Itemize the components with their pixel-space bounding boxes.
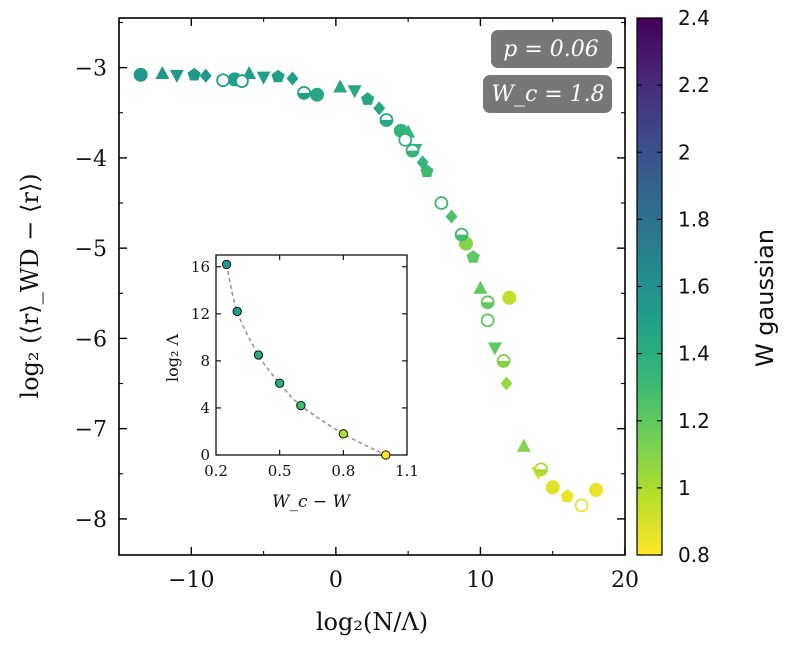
data-point-circle bbox=[545, 480, 560, 495]
colorbar-tick-labels: 2.4 2.2 2 1.8 1.6 1.4 1.2 1 0.8 bbox=[678, 6, 710, 567]
data-point-triangle-up bbox=[155, 65, 170, 79]
annotation-p-text: p = 0.06 bbox=[503, 37, 599, 62]
inset-data-point bbox=[275, 378, 285, 388]
inset-frame bbox=[215, 254, 408, 456]
data-point-diamond bbox=[445, 209, 458, 224]
inset-y-tick-label: 4 bbox=[200, 399, 210, 417]
inset-data-point bbox=[221, 259, 232, 270]
data-point-diamond bbox=[373, 101, 386, 116]
series-diamond bbox=[199, 68, 513, 391]
data-point-triangle-down bbox=[347, 85, 362, 99]
main-x-tick-label: 20 bbox=[611, 568, 639, 593]
inset-data-point bbox=[232, 306, 242, 317]
data-point-half-circle bbox=[480, 295, 495, 310]
annotation-wc: W_c = 1.8 bbox=[483, 75, 612, 113]
main-x-tick-label: 10 bbox=[466, 568, 494, 593]
data-point-open-circle bbox=[216, 73, 230, 88]
data-point-circle bbox=[133, 67, 148, 82]
main-y-tick-label: −6 bbox=[75, 327, 107, 352]
main-y-axis-title: log₂ (⟨r⟩_WD − ⟨r⟩) bbox=[16, 173, 44, 398]
data-point-half-circle bbox=[379, 113, 394, 127]
colorbar-tick-label: 1.8 bbox=[678, 207, 710, 231]
inset-y-tick-labels: 0 4 8 12 16 bbox=[191, 258, 210, 464]
colorbar-tick-label: 1.4 bbox=[678, 342, 710, 366]
colorbar-tick-label: 2.2 bbox=[678, 73, 710, 97]
colorbar-tick-label: 2 bbox=[678, 140, 691, 164]
data-point-open-circle bbox=[480, 313, 495, 328]
main-data-points bbox=[133, 65, 604, 513]
main-axis-ticks bbox=[118, 18, 626, 555]
data-point-open-circle bbox=[234, 74, 249, 89]
data-point-triangle-down bbox=[487, 342, 502, 356]
colorbar-tick-label: 2.4 bbox=[678, 6, 710, 30]
series-open-circle bbox=[216, 73, 589, 513]
data-point-open-circle bbox=[398, 132, 413, 147]
data-point-triangle-down bbox=[256, 71, 271, 85]
data-point-diamond bbox=[416, 155, 429, 170]
inset-y-tick-label: 0 bbox=[200, 446, 210, 464]
data-point-pentagon bbox=[466, 250, 480, 263]
inset-data-point bbox=[338, 429, 348, 439]
data-point-triangle-up bbox=[473, 280, 488, 294]
inset-y-axis-title: log₂ Λ bbox=[163, 334, 182, 382]
inset-y-tick-label: 12 bbox=[191, 305, 210, 323]
colorbar-ticks bbox=[637, 17, 662, 556]
colorbar-tick-label: 1.6 bbox=[678, 275, 710, 299]
inset-x-tick-label: 0.8 bbox=[331, 462, 355, 480]
data-point-diamond bbox=[500, 376, 513, 391]
series-circle bbox=[133, 67, 604, 498]
data-point-pentagon bbox=[187, 67, 201, 81]
data-point-triangle-up bbox=[516, 438, 531, 452]
inset-y-tick-label: 8 bbox=[200, 352, 210, 370]
inset-axis-ticks bbox=[215, 255, 408, 456]
data-point-open-circle bbox=[434, 196, 449, 210]
inset-y-tick-label: 16 bbox=[191, 258, 210, 276]
main-x-axis-title: log₂(N/Λ) bbox=[316, 608, 428, 636]
inset-data-point bbox=[296, 400, 306, 411]
data-point-circle bbox=[589, 483, 604, 498]
annotation-p: p = 0.06 bbox=[491, 30, 612, 68]
inset-x-tick-labels: 0.2 0.5 0.8 1.1 bbox=[204, 462, 419, 480]
data-point-triangle-up bbox=[333, 79, 348, 93]
main-y-tick-label: −7 bbox=[75, 418, 107, 443]
data-point-diamond bbox=[199, 68, 212, 83]
inset-x-tick-label: 1.1 bbox=[395, 462, 419, 480]
colorbar-tick-label: 0.8 bbox=[678, 543, 710, 567]
data-point-half-circle bbox=[405, 143, 420, 158]
data-point-pentagon bbox=[271, 69, 285, 83]
main-y-tick-label: −4 bbox=[75, 147, 107, 172]
main-plot-frame bbox=[118, 17, 626, 556]
series-half-circle bbox=[297, 86, 549, 477]
data-point-circle bbox=[310, 87, 325, 102]
main-y-tick-label: −3 bbox=[75, 57, 107, 82]
data-point-circle bbox=[502, 290, 517, 305]
colorbar-tick-label: 1 bbox=[678, 476, 691, 500]
inset-data-points bbox=[221, 259, 391, 460]
data-point-triangle-down bbox=[169, 69, 184, 83]
main-x-tick-labels: −10 0 10 20 bbox=[168, 568, 639, 593]
data-point-pentagon bbox=[361, 92, 375, 105]
colorbar-label: W gaussian bbox=[751, 229, 779, 367]
main-x-tick-label: 0 bbox=[329, 568, 343, 593]
inset-x-tick-label: 0.2 bbox=[204, 462, 228, 480]
data-point-half-circle bbox=[534, 462, 549, 477]
annotation-wc-text: W_c = 1.8 bbox=[491, 82, 604, 107]
data-point-pentagon bbox=[560, 489, 574, 502]
data-point-half-circle bbox=[496, 354, 511, 368]
data-point-half-circle bbox=[454, 227, 469, 242]
data-point-diamond bbox=[286, 71, 299, 86]
inset-x-axis-title: W_c − W bbox=[272, 492, 352, 512]
inset-x-tick-label: 0.5 bbox=[268, 462, 292, 480]
main-y-tick-labels: −3 −4 −5 −6 −7 −8 bbox=[75, 57, 107, 533]
main-y-tick-label: −8 bbox=[75, 508, 107, 533]
inset-data-point bbox=[253, 350, 264, 360]
main-x-tick-label: −10 bbox=[168, 568, 214, 593]
colorbar-tick-label: 1.2 bbox=[678, 409, 710, 433]
data-point-half-circle bbox=[297, 86, 311, 100]
inset-data-point bbox=[381, 450, 391, 460]
data-point-open-circle bbox=[574, 498, 589, 513]
main-y-tick-label: −5 bbox=[75, 237, 107, 262]
